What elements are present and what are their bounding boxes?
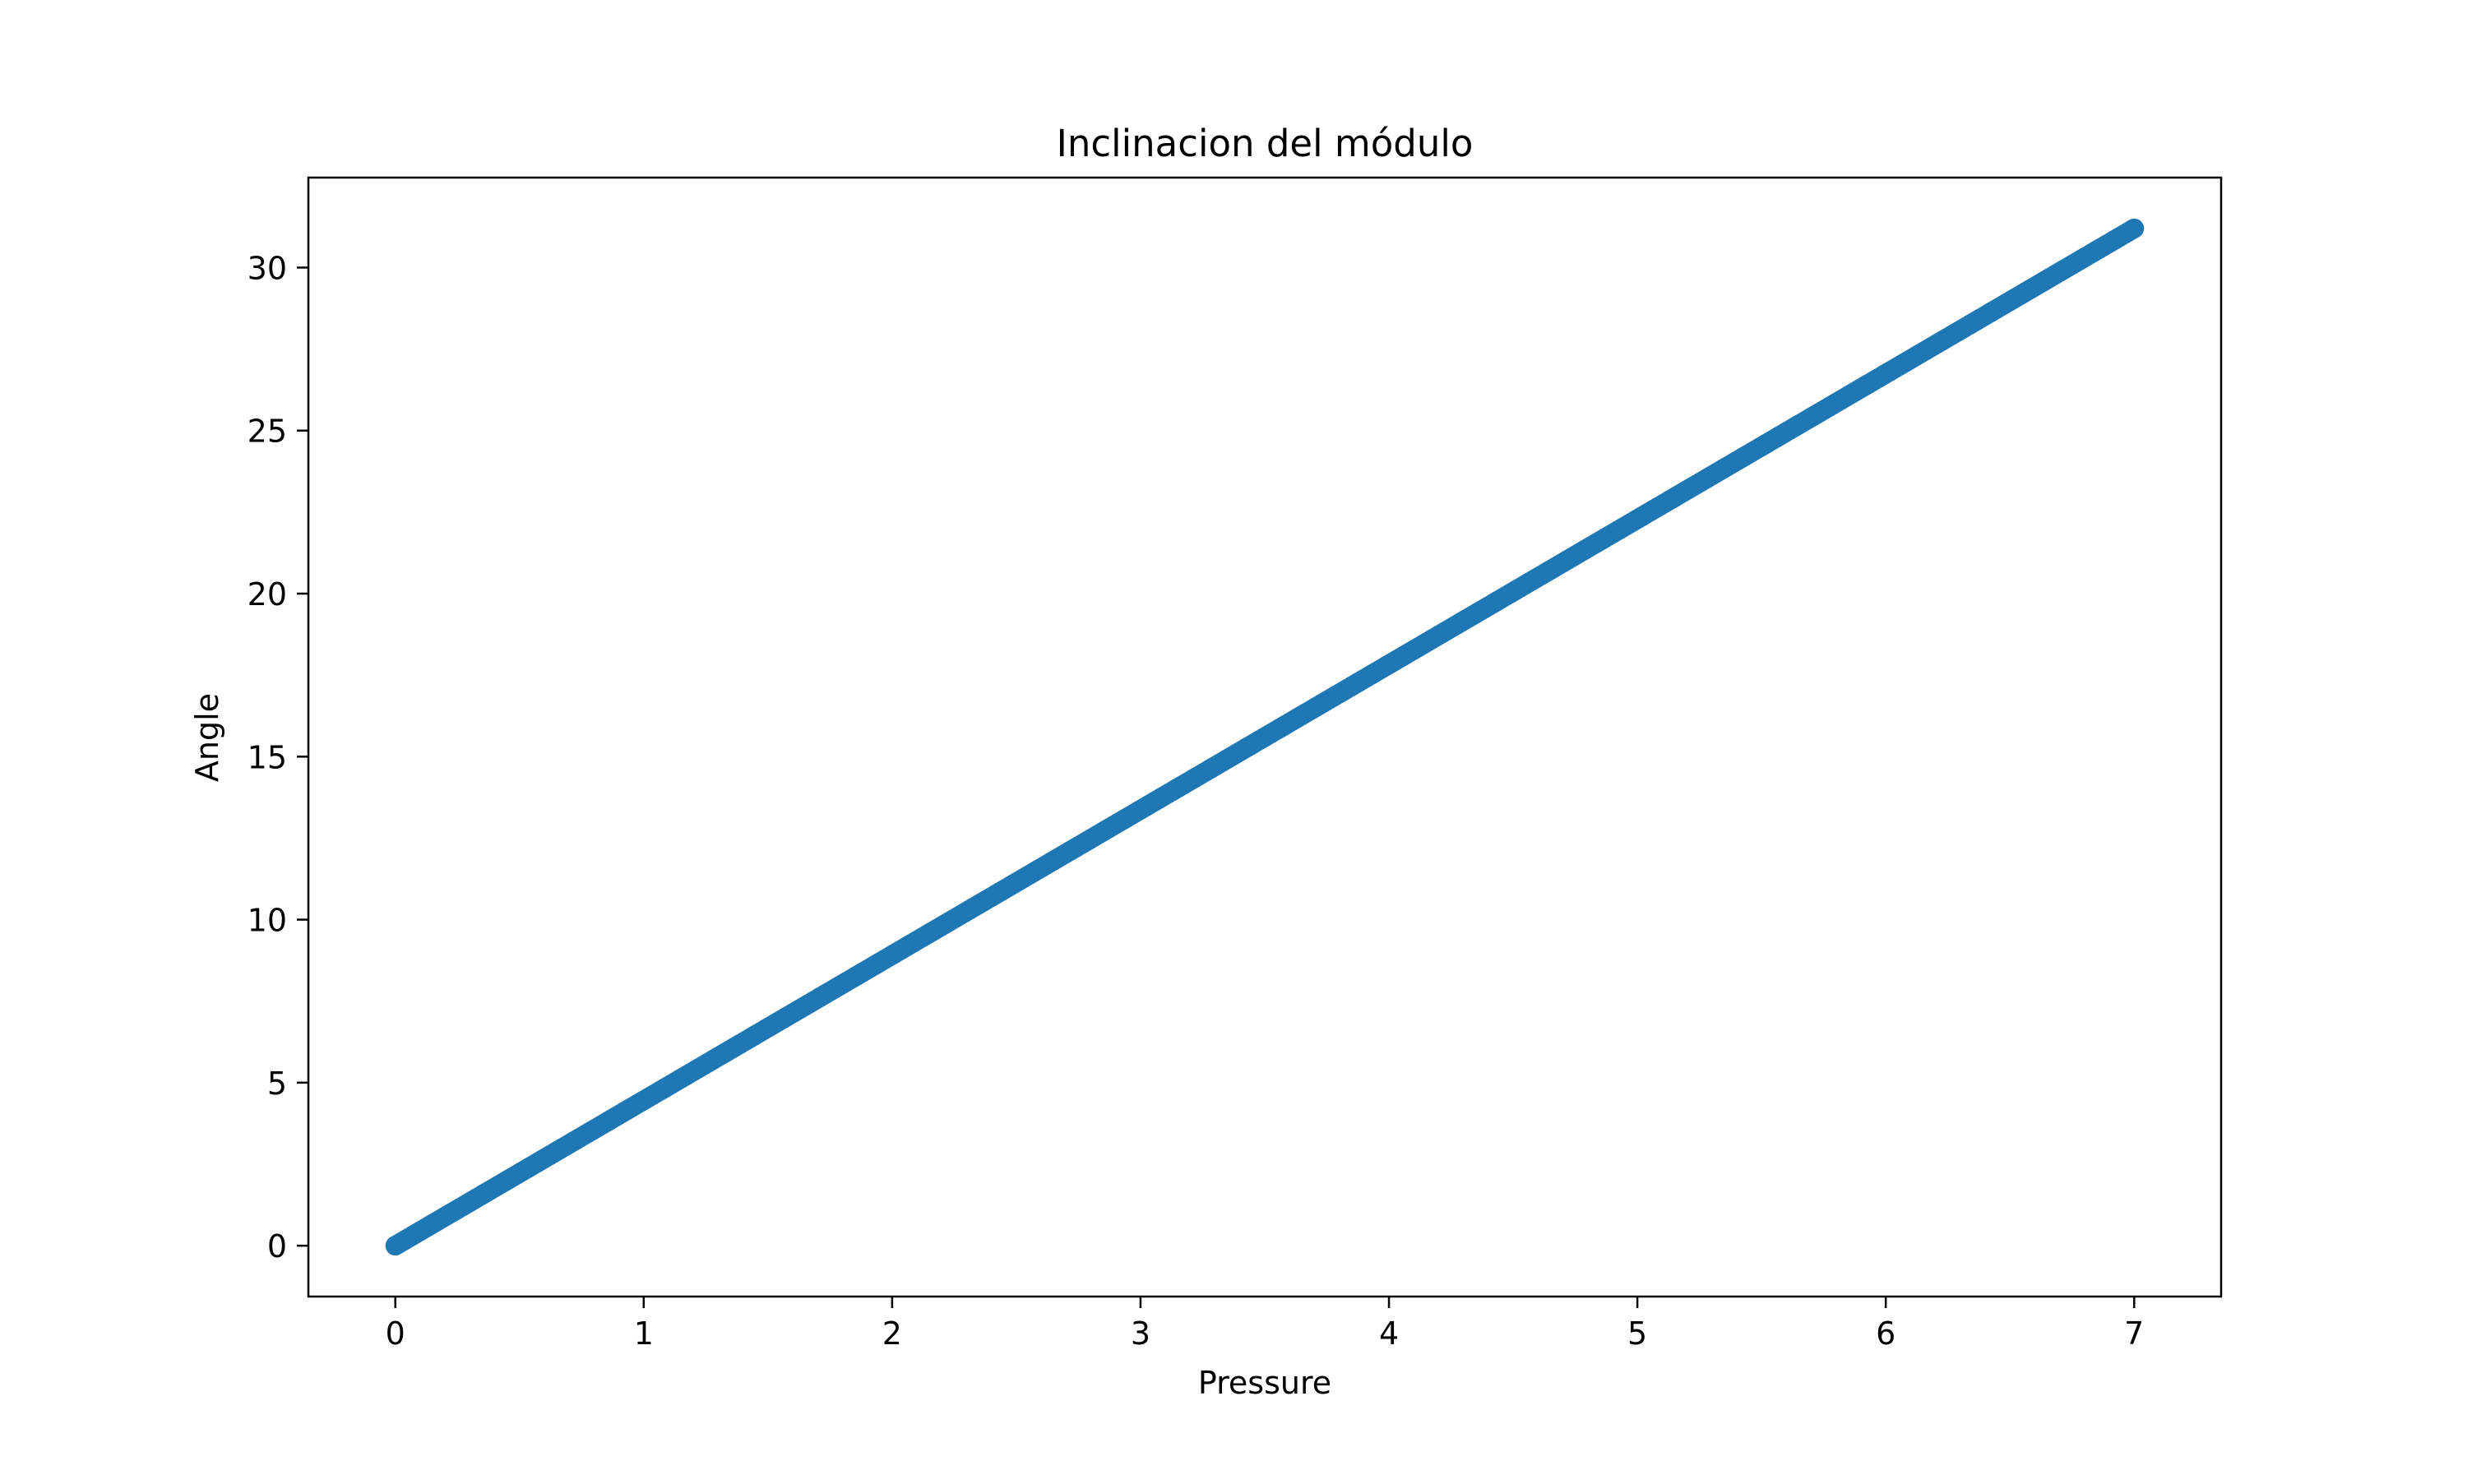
x-tick-label: 2 [882, 1315, 902, 1352]
x-tick-label: 7 [2124, 1315, 2144, 1352]
x-tick-label: 1 [634, 1315, 654, 1352]
plot-frame [307, 176, 2223, 1298]
x-tick-label: 6 [1876, 1315, 1895, 1352]
y-tick-label: 20 [248, 576, 287, 613]
y-axis-label: Angle [189, 693, 225, 782]
scatter-point [2124, 218, 2145, 238]
x-axis-label: Pressure [1198, 1365, 1331, 1401]
x-tick-label: 5 [1627, 1315, 1647, 1352]
x-tick-label: 3 [1131, 1315, 1150, 1352]
y-tick-label: 5 [267, 1066, 287, 1102]
chart-title: Inclinacion del módulo [1057, 122, 1474, 165]
x-tick-label: 0 [386, 1315, 405, 1352]
y-tick-label: 30 [248, 250, 287, 286]
scatter-points [385, 218, 2145, 1256]
y-tick-label: 10 [248, 903, 287, 939]
x-tick-label: 4 [1379, 1315, 1399, 1352]
y-tick-label: 25 [248, 414, 287, 450]
y-tick-label: 15 [248, 739, 287, 775]
y-axis-ticks: 0 5 10 15 20 25 30 [248, 250, 308, 1264]
y-tick-label: 0 [267, 1228, 287, 1264]
x-axis-ticks: 0 1 2 3 4 5 6 7 [386, 1297, 2144, 1352]
